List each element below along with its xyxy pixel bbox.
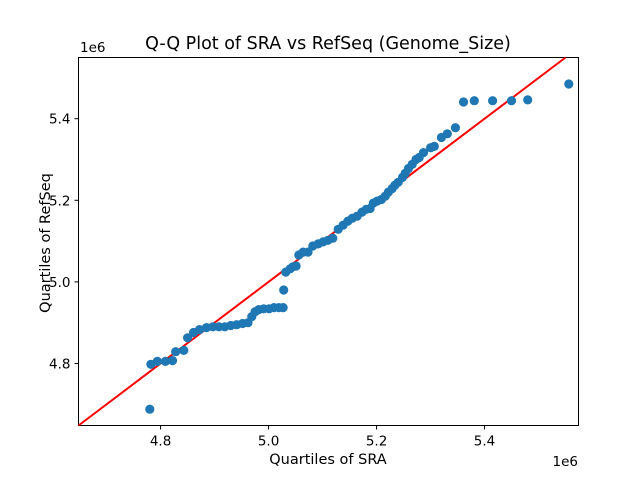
data-point: [167, 356, 178, 366]
plot-title: Q-Q Plot of SRA vs RefSeq (Genome_Size): [145, 34, 511, 54]
data-point: [145, 404, 155, 414]
data-point: [291, 261, 301, 271]
data-point: [488, 96, 498, 106]
data-point: [442, 129, 452, 139]
data-point: [152, 356, 162, 366]
data-point: [160, 356, 170, 366]
data-point: [183, 333, 193, 343]
y-tick-label: 5.0: [49, 275, 70, 291]
x-axis-label: Quartiles of SRA: [269, 452, 387, 468]
x-offset-text: 1e6: [553, 454, 578, 470]
data-point: [450, 123, 460, 133]
data-point: [328, 233, 338, 243]
y-ticks: 4.8 5.0 5.2 5.4: [49, 112, 79, 372]
data-point: [194, 325, 205, 335]
x-tick-label: 5.2: [366, 434, 387, 450]
x-tick-label: 5.4: [474, 434, 495, 450]
data-point: [523, 95, 533, 105]
data-point: [418, 148, 429, 158]
data-point: [279, 285, 289, 295]
data-point: [458, 97, 469, 107]
data-point: [429, 141, 439, 151]
data-point: [469, 96, 479, 106]
data-point: [278, 303, 288, 313]
y-offset-text: 1e6: [80, 40, 105, 56]
data-point: [506, 96, 517, 106]
y-tick-label: 5.2: [49, 193, 70, 209]
y-axis-label: Quartiles of RefSeq: [38, 173, 54, 313]
y-tick-label: 4.8: [49, 356, 70, 372]
x-ticks: 4.8 5.0 5.2 5.4: [150, 425, 495, 450]
data-point: [179, 345, 189, 355]
y-tick-label: 5.4: [49, 112, 70, 128]
data-point: [564, 79, 574, 89]
x-tick-label: 4.8: [150, 434, 171, 450]
data-point: [171, 347, 181, 357]
x-tick-label: 5.0: [258, 434, 279, 450]
scatter-points: [145, 79, 574, 414]
plot-border: [78, 57, 579, 426]
